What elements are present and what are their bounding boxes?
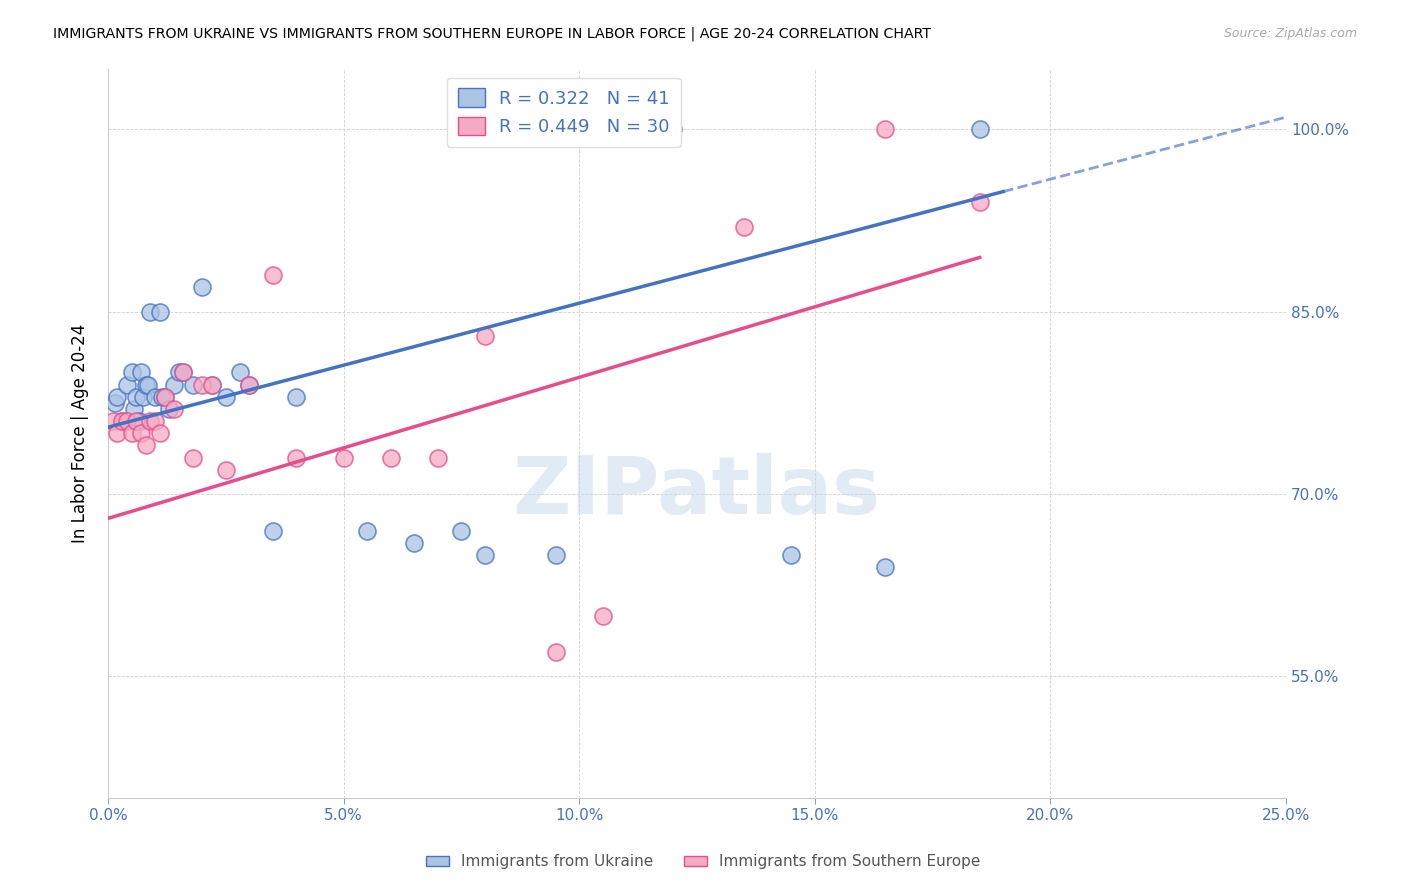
Point xyxy=(143,414,166,428)
Point xyxy=(191,280,214,294)
Point xyxy=(380,450,402,465)
Point xyxy=(167,366,190,380)
Point xyxy=(544,548,567,562)
Point xyxy=(139,304,162,318)
Point xyxy=(285,390,308,404)
Point xyxy=(215,463,238,477)
Point xyxy=(135,438,157,452)
Text: ZIPatlas: ZIPatlas xyxy=(513,452,882,531)
Point xyxy=(875,122,897,136)
Point xyxy=(780,548,803,562)
Point xyxy=(191,377,214,392)
Point xyxy=(426,450,449,465)
Text: IMMIGRANTS FROM UKRAINE VS IMMIGRANTS FROM SOUTHERN EUROPE IN LABOR FORCE | AGE : IMMIGRANTS FROM UKRAINE VS IMMIGRANTS FR… xyxy=(53,27,932,41)
Point xyxy=(262,268,284,283)
Point xyxy=(149,304,172,318)
Point xyxy=(969,195,991,210)
Y-axis label: In Labor Force | Age 20-24: In Labor Force | Age 20-24 xyxy=(72,324,89,543)
Point xyxy=(157,401,180,416)
Point xyxy=(592,122,614,136)
Point xyxy=(474,329,496,343)
Point xyxy=(544,645,567,659)
Point xyxy=(153,390,176,404)
Point xyxy=(111,414,134,428)
Point xyxy=(238,377,260,392)
Point xyxy=(150,390,173,404)
Point xyxy=(181,377,204,392)
Point xyxy=(104,396,127,410)
Point xyxy=(115,377,138,392)
Point xyxy=(163,377,186,392)
Legend: R = 0.322   N = 41, R = 0.449   N = 30: R = 0.322 N = 41, R = 0.449 N = 30 xyxy=(447,78,681,147)
Point xyxy=(121,426,143,441)
Point xyxy=(662,122,685,136)
Point xyxy=(201,377,224,392)
Point xyxy=(107,426,129,441)
Point xyxy=(215,390,238,404)
Point xyxy=(121,366,143,380)
Point xyxy=(129,426,152,441)
Point xyxy=(474,548,496,562)
Point xyxy=(129,366,152,380)
Point xyxy=(229,366,252,380)
Point xyxy=(136,377,159,392)
Point xyxy=(115,414,138,428)
Point xyxy=(262,524,284,538)
Point xyxy=(614,122,637,136)
Legend: Immigrants from Ukraine, Immigrants from Southern Europe: Immigrants from Ukraine, Immigrants from… xyxy=(419,848,987,875)
Point xyxy=(450,524,472,538)
Point xyxy=(139,414,162,428)
Text: Source: ZipAtlas.com: Source: ZipAtlas.com xyxy=(1223,27,1357,40)
Point xyxy=(285,450,308,465)
Point xyxy=(568,122,591,136)
Point xyxy=(172,366,194,380)
Point xyxy=(238,377,260,392)
Point xyxy=(733,219,755,234)
Point xyxy=(201,377,224,392)
Point xyxy=(125,414,148,428)
Point xyxy=(135,377,157,392)
Point xyxy=(149,426,172,441)
Point xyxy=(132,390,155,404)
Point xyxy=(107,390,129,404)
Point xyxy=(181,450,204,465)
Point xyxy=(122,401,145,416)
Point xyxy=(875,560,897,574)
Point xyxy=(125,390,148,404)
Point xyxy=(101,414,124,428)
Point xyxy=(153,390,176,404)
Point xyxy=(404,535,426,549)
Point xyxy=(969,122,991,136)
Point xyxy=(592,608,614,623)
Point xyxy=(128,414,150,428)
Point xyxy=(143,390,166,404)
Point xyxy=(111,414,134,428)
Point xyxy=(332,450,354,465)
Point xyxy=(356,524,378,538)
Point xyxy=(172,366,194,380)
Point xyxy=(163,401,186,416)
